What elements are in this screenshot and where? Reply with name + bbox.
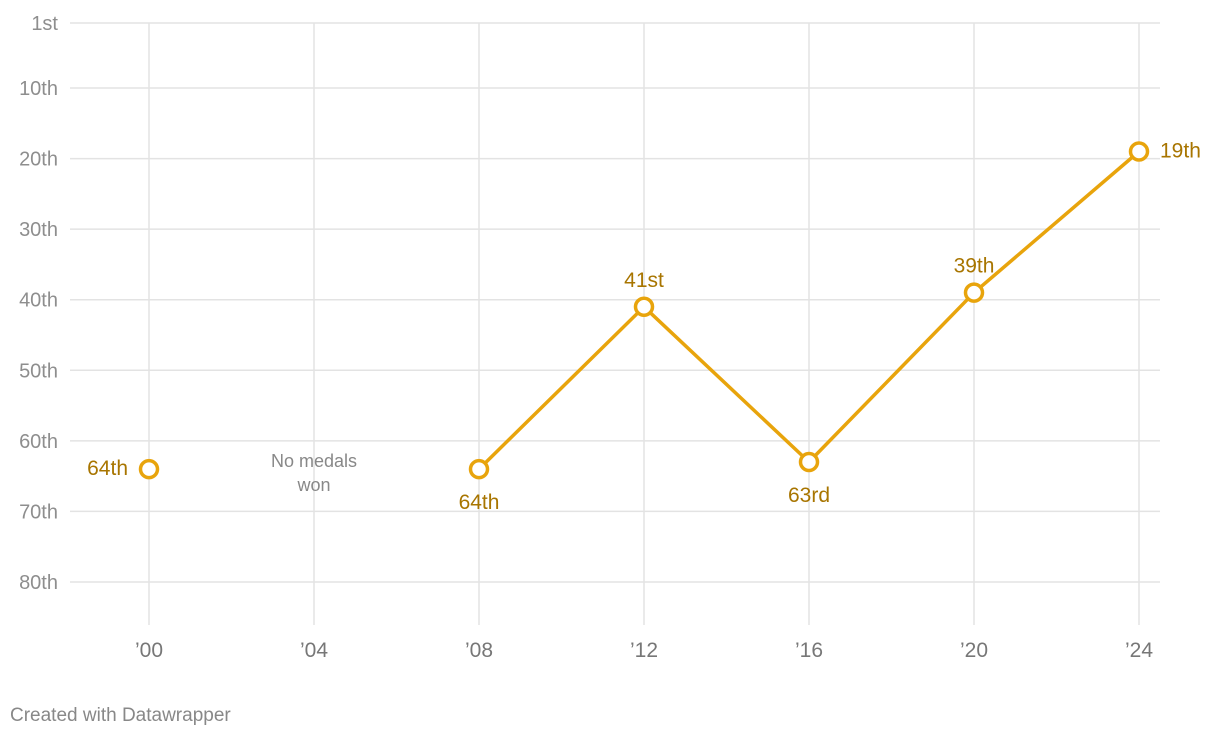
x-tick-label: ’00 bbox=[135, 639, 163, 662]
data-point bbox=[1128, 141, 1150, 162]
credit-text: Created with Datawrapper bbox=[10, 705, 231, 726]
y-tick-label: 40th bbox=[19, 290, 58, 312]
y-tick-label: 50th bbox=[19, 360, 58, 382]
y-tick-label: 1st bbox=[31, 13, 58, 35]
data-point bbox=[633, 296, 655, 318]
x-tick-label: ’24 bbox=[1125, 639, 1153, 662]
data-label: 63rd bbox=[788, 484, 830, 507]
annotation-line: No medals bbox=[271, 451, 357, 471]
annotation-line: won bbox=[296, 475, 330, 495]
data-label: 64th bbox=[459, 491, 500, 514]
data-label: 39th bbox=[954, 255, 995, 278]
rank-series bbox=[138, 141, 1150, 480]
data-label: 64th bbox=[87, 457, 128, 480]
data-point bbox=[138, 458, 160, 480]
y-tick-label: 80th bbox=[19, 572, 58, 594]
y-tick-label: 10th bbox=[19, 78, 58, 100]
gridlines bbox=[70, 22, 1160, 625]
data-point bbox=[798, 451, 820, 473]
data-point bbox=[963, 282, 985, 303]
y-tick-label: 30th bbox=[19, 219, 58, 241]
data-label: 19th bbox=[1160, 140, 1201, 163]
x-tick-label: ’08 bbox=[465, 639, 493, 662]
y-tick-label: 20th bbox=[19, 149, 58, 171]
x-tick-label: ’04 bbox=[300, 639, 328, 662]
data-label: 41st bbox=[624, 269, 664, 292]
x-tick-label: ’12 bbox=[630, 639, 658, 662]
no-medals-annotation: No medals won bbox=[271, 451, 357, 495]
y-axis-ticks: 1st 10th 20th 30th 40th 50th 60th 70th 80th bbox=[19, 13, 58, 594]
x-axis-ticks: ’00 ’04 ’08 ’12 ’16 ’20 ’24 bbox=[135, 639, 1153, 662]
data-point bbox=[468, 458, 490, 480]
y-tick-label: 60th bbox=[19, 431, 58, 453]
x-tick-label: ’20 bbox=[960, 639, 988, 662]
x-tick-label: ’16 bbox=[795, 639, 823, 662]
y-tick-label: 70th bbox=[19, 501, 58, 523]
data-labels: 64th 64th 41st 63rd 39th 19th bbox=[87, 140, 1201, 515]
